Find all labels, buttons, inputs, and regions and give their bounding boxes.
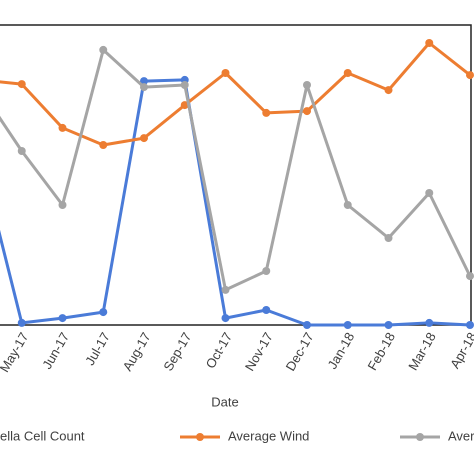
x-tick-label: May-17: [0, 330, 31, 375]
x-tick-label: Nov-17: [242, 330, 276, 374]
point-marker: [17, 147, 26, 155]
point-marker: [425, 39, 434, 47]
point-marker: [303, 321, 311, 329]
x-tick-label: Oct-17: [203, 330, 235, 371]
x-tick-label: Jul-17: [82, 330, 113, 368]
legend-marker: [196, 433, 204, 441]
point-marker: [17, 318, 26, 327]
point-marker: [140, 77, 148, 86]
point-marker: [262, 306, 271, 314]
point-marker: [262, 108, 271, 117]
point-marker: [303, 107, 311, 116]
point-marker: [140, 83, 148, 92]
point-marker: [180, 81, 189, 89]
point-marker: [262, 267, 271, 275]
legend-marker: [416, 433, 424, 441]
point-marker: [343, 201, 352, 209]
legend-label: Average: [448, 428, 474, 443]
point-marker: [425, 318, 434, 327]
point-marker: [384, 321, 393, 329]
x-tick-label: Aug-17: [120, 330, 154, 374]
point-marker: [99, 141, 108, 149]
x-axis-label: Date: [211, 394, 238, 409]
series-line: [0, 78, 471, 327]
point-marker: [343, 69, 352, 77]
point-marker: [58, 123, 67, 132]
point-marker: [180, 101, 189, 110]
point-marker: [221, 69, 230, 77]
plot-frame: [0, 24, 472, 326]
x-tick-label: Jan-18: [324, 330, 357, 372]
point-marker: [425, 189, 434, 197]
point-marker: [384, 86, 393, 95]
point-marker: [58, 201, 67, 209]
point-marker: [99, 45, 108, 54]
x-tick-label: Dec-17: [283, 330, 317, 374]
legend-label: ella Cell Count: [0, 428, 85, 443]
point-marker: [99, 308, 108, 317]
series-line: [0, 41, 471, 147]
point-marker: [384, 234, 393, 242]
point-marker: [466, 321, 474, 329]
series-line: [0, 48, 472, 292]
point-marker: [221, 314, 230, 323]
point-marker: [466, 71, 474, 80]
point-marker: [140, 134, 148, 143]
point-marker: [303, 81, 311, 89]
x-tick-label: Sep-17: [160, 330, 194, 374]
point-marker: [466, 272, 474, 281]
point-marker: [58, 314, 67, 323]
x-tick-label: Mar-18: [405, 330, 439, 373]
x-tick-label: Apr-18: [447, 330, 474, 371]
point-marker: [17, 80, 26, 89]
x-tick-label: Feb-18: [364, 330, 398, 373]
legend-label: Average Wind: [228, 428, 309, 443]
point-marker: [343, 321, 352, 329]
point-marker: [221, 285, 230, 294]
x-tick-label: Jun-17: [39, 330, 72, 372]
